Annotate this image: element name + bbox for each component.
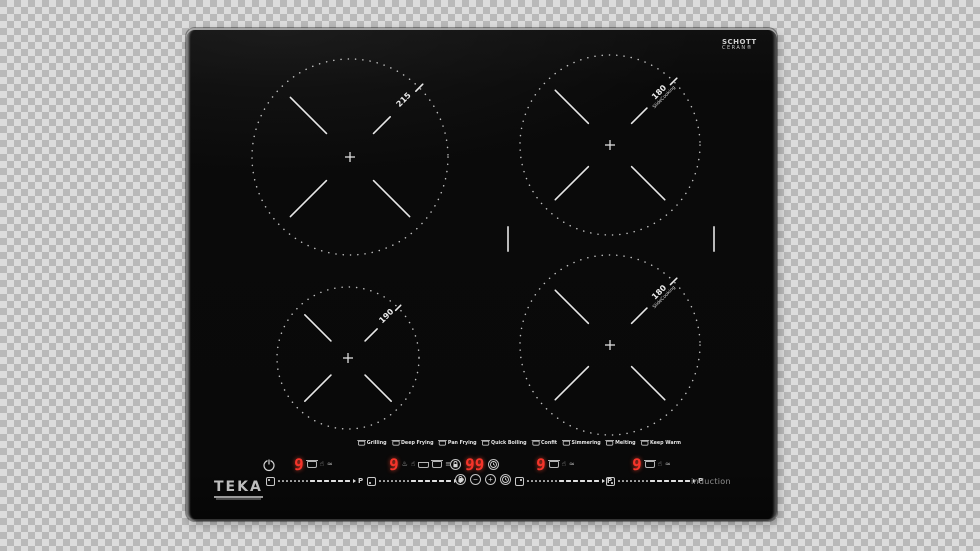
induction-label: induction xyxy=(691,477,731,486)
deep-frying-icon xyxy=(391,439,401,446)
teka-logo: TEKA xyxy=(214,480,263,498)
grilling-icon xyxy=(357,439,367,446)
keep-warm-icon xyxy=(640,439,650,446)
function-item: Confit xyxy=(531,439,558,446)
power-slider-rear-right[interactable]: P xyxy=(515,475,612,487)
power-level-display: 9 xyxy=(535,455,547,474)
hand-icon: ☝ xyxy=(319,460,324,468)
function-item: Melting xyxy=(605,439,636,446)
zone-indicator-icon xyxy=(367,476,376,486)
flex-zone-bridge-marker-left xyxy=(507,226,509,252)
pot-icon xyxy=(431,460,444,468)
power-button[interactable] xyxy=(262,456,276,473)
zone-diameter-label: 180 xyxy=(650,83,668,101)
cooking-zone-rear-left: 215 xyxy=(251,58,449,256)
zone-diameter-label: 180 xyxy=(650,283,668,301)
function-label: Deep Frying xyxy=(400,440,434,446)
schott-ceran-line2: CERAN® xyxy=(722,45,754,52)
power-icon xyxy=(263,458,275,471)
power-level-display: 9 xyxy=(631,455,643,474)
zone-display-rear-right: 9 ☝ ≈ xyxy=(535,455,575,474)
lock-icon xyxy=(458,476,463,483)
function-label: Quick Boiling xyxy=(491,440,527,446)
boost-label: P xyxy=(607,477,613,485)
lock-icon xyxy=(453,461,458,468)
plus-button[interactable]: + xyxy=(485,474,496,485)
hand-icon: ☝ xyxy=(657,460,662,468)
steam-icon: ≈ xyxy=(664,460,671,468)
hand-icon: ☝ xyxy=(410,460,416,468)
function-label: Simmering xyxy=(571,440,601,446)
schott-ceran-line1: SCHOTT xyxy=(722,38,757,46)
schott-ceran-logo: SCHOTT CERAN® xyxy=(722,38,757,52)
function-item: Grilling xyxy=(357,439,387,446)
simmering-icon xyxy=(561,439,571,446)
function-label: Confit xyxy=(541,440,558,446)
power-slider-front-left[interactable]: P xyxy=(367,475,464,487)
steam-icon: ≈ xyxy=(326,460,333,468)
function-label: Grilling xyxy=(366,440,387,446)
function-label: Melting xyxy=(615,440,636,446)
hand-icon: ☝ xyxy=(561,460,566,468)
grill-icon: ≡ xyxy=(445,460,452,468)
zone-sub-label: SlideCooking xyxy=(652,85,677,110)
steam-icon: ≈ xyxy=(568,460,575,468)
zone-display-front-left: 9 ♨ ☝ ≡ xyxy=(388,455,452,474)
function-item: Deep Frying xyxy=(391,439,434,446)
zone-sub-label: SlideCooking xyxy=(652,285,677,310)
timer-button[interactable] xyxy=(500,474,511,485)
zone-display-front-right: 9 ☝ ≈ xyxy=(631,455,671,474)
function-item: Pan Frying xyxy=(438,439,477,446)
zone-indicator-icon xyxy=(606,476,615,486)
pot-icon xyxy=(305,460,318,468)
pot-icon xyxy=(547,460,560,468)
function-item: Keep Warm xyxy=(640,439,682,446)
power-level-display: 9 xyxy=(388,455,400,474)
zone-indicator-icon xyxy=(515,476,524,486)
power-slider-front-right[interactable]: P xyxy=(606,475,703,487)
timer-buttons-cluster: − + xyxy=(455,474,511,485)
function-item: Simmering xyxy=(561,439,601,446)
function-item: Quick Boiling xyxy=(481,439,527,446)
function-label: Keep Warm xyxy=(650,440,682,446)
timer-display: 99 xyxy=(464,455,485,474)
flex-zone-bridge-marker-right xyxy=(713,226,715,252)
boost-label: P xyxy=(358,477,364,485)
pan-icon xyxy=(418,461,430,468)
power-level-display: 9 xyxy=(293,455,305,474)
boost-label: P xyxy=(698,477,704,485)
pan-frying-icon xyxy=(438,439,448,446)
clock-icon xyxy=(502,476,509,483)
confit-icon xyxy=(531,439,541,446)
clock-key[interactable] xyxy=(488,459,500,470)
clock-icon xyxy=(490,461,498,468)
power-slider-rear-left[interactable]: P xyxy=(266,475,363,487)
cooking-zone-front-left: 190 xyxy=(276,286,420,430)
pot-icon xyxy=(643,460,656,468)
zone-display-rear-left: 9 ☝ ≈ xyxy=(293,455,333,474)
timer-display-cluster: 99 xyxy=(450,455,500,474)
zone-diameter-label: 215 xyxy=(395,90,413,108)
zone-diameter-label: 190 xyxy=(377,307,395,325)
quick-boiling-icon xyxy=(481,439,491,446)
lock-button[interactable] xyxy=(455,474,466,485)
melting-icon xyxy=(605,439,615,446)
cooking-functions-legend: Grilling Deep Frying Pan Frying Quick Boili… xyxy=(357,439,681,446)
fryer-icon: ♨ xyxy=(401,460,408,468)
minus-button[interactable]: − xyxy=(470,474,481,485)
zone-indicator-icon xyxy=(266,476,275,486)
induction-hob-glass: SCHOTT CERAN® 215 180 SlideCooking 190 180 Sl… xyxy=(186,28,777,521)
function-label: Pan Frying xyxy=(447,440,477,446)
lock-key[interactable] xyxy=(450,459,461,470)
